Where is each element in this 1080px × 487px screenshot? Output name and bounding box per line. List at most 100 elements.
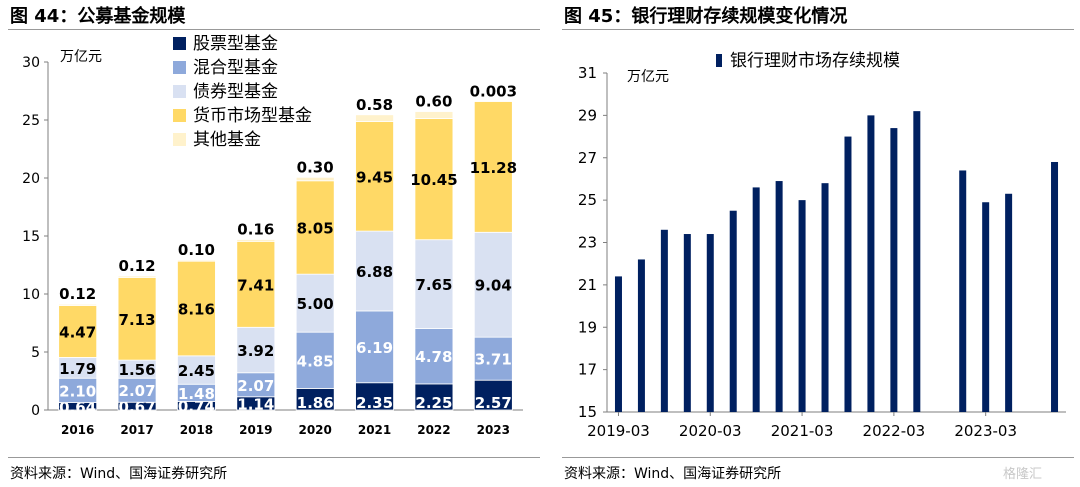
left-x-tick-label: 2021 <box>358 423 391 437</box>
bar-data-label: 0.58 <box>356 96 393 114</box>
stacked-bar-segment <box>117 277 157 361</box>
stacked-bar-segment <box>236 240 276 328</box>
bar-data-label: 3.92 <box>237 342 274 360</box>
bar-data-label: 9.45 <box>356 168 393 186</box>
stacked-bar-segment <box>117 275 157 278</box>
wealth-bar <box>1005 193 1013 412</box>
left-title-rule <box>8 29 540 30</box>
left-y-tick-label: 25 <box>22 113 40 129</box>
bar-data-label: 2.07 <box>237 377 274 395</box>
stacked-bar-segment <box>414 118 454 241</box>
wealth-bar <box>614 276 622 412</box>
left-x-tick-label: 2023 <box>477 423 510 437</box>
right-chart-title: 图 45：银行理财存续规模变化情况 <box>564 6 848 27</box>
right-x-tick-label: 2019-03 <box>587 422 650 440</box>
bar-data-label: 0.12 <box>59 285 96 303</box>
left-y-tick-label: 20 <box>22 171 40 187</box>
left-source-rule <box>8 457 540 458</box>
bar-data-label: 10.45 <box>410 171 457 189</box>
bar-data-label: 1.14 <box>237 395 274 413</box>
bar-data-label: 2.35 <box>356 394 393 412</box>
right-y-tick-label: 29 <box>578 106 597 124</box>
bar-data-label: 7.41 <box>237 276 274 294</box>
right-y-tick-label: 23 <box>578 234 597 252</box>
legend-label: 债券型基金 <box>193 82 278 102</box>
right-y-tick-label: 25 <box>578 191 597 209</box>
bar-data-label: 0.30 <box>297 158 334 176</box>
bar-data-label: 2.57 <box>475 394 512 412</box>
stacked-bar-segment <box>236 372 276 398</box>
stacked-bar-segment <box>414 328 454 385</box>
left-x-tick-label: 2018 <box>180 423 213 437</box>
stacked-bar-segment <box>295 273 335 333</box>
bar-data-label: 7.13 <box>119 311 156 329</box>
wealth-bar <box>890 128 898 412</box>
wealth-bar <box>821 183 829 412</box>
stacked-bar-segment <box>58 303 98 307</box>
right-title-rule <box>562 29 1074 30</box>
left-x-tick-label: 2019 <box>239 423 272 437</box>
wealth-bar <box>637 259 645 412</box>
stacked-bar-segment <box>177 355 216 385</box>
right-source-rule <box>562 457 1074 458</box>
left-y-tick-label: 5 <box>31 345 40 361</box>
legend-label: 其他基金 <box>193 130 261 150</box>
bar-data-label: 3.71 <box>475 351 512 369</box>
wealth-bar <box>959 170 967 412</box>
left-source-note: 资料来源：Wind、国海证券研究所 <box>10 466 228 482</box>
wealth-bar <box>867 115 875 412</box>
bar-data-label: 8.16 <box>178 301 215 319</box>
stacked-bar-segment <box>355 310 394 384</box>
bar-data-label: 2.45 <box>178 362 215 380</box>
wealth-bar <box>660 229 668 412</box>
bar-data-label: 0.10 <box>178 241 215 259</box>
bar-data-label: 4.85 <box>297 352 334 370</box>
stacked-bar-segment <box>295 331 335 389</box>
legend-swatch <box>173 61 186 74</box>
stacked-bar-segment <box>295 176 335 182</box>
bar-data-label: 8.05 <box>297 219 334 237</box>
stacked-bar-segment <box>414 111 454 119</box>
bar-data-label: 9.04 <box>475 277 512 295</box>
right-y-tick-label: 19 <box>578 318 597 336</box>
stacked-bar-segment <box>414 383 454 411</box>
right-y-tick-label: 17 <box>578 361 597 379</box>
bar-data-label: 11.28 <box>470 159 517 177</box>
stacked-bar-segment <box>473 231 513 338</box>
legend-swatch <box>173 133 186 146</box>
right-x-tick-label: 2022-03 <box>863 422 926 440</box>
right-y-tick-label: 31 <box>578 64 597 82</box>
wealth-bar <box>775 181 783 412</box>
bar-data-label: 2.07 <box>119 382 156 400</box>
wealth-bar <box>1051 161 1059 412</box>
left-x-tick-label: 2020 <box>298 423 331 437</box>
bar-data-label: 0.60 <box>415 93 452 111</box>
bar-data-label: 2.25 <box>415 394 452 412</box>
bar-data-label: 6.88 <box>356 263 393 281</box>
legend-swatch <box>716 54 722 67</box>
watermark-logo: 格隆汇 <box>1003 467 1043 482</box>
wealth-bar <box>798 200 806 412</box>
bar-data-label: 0.003 <box>470 82 517 100</box>
bar-data-label: 4.78 <box>415 348 452 366</box>
bar-data-label: 7.65 <box>415 276 452 294</box>
bar-data-label: 4.47 <box>59 324 96 342</box>
legend-label: 银行理财市场存续规模 <box>730 51 900 71</box>
left-y-tick-label: 10 <box>22 287 40 303</box>
wealth-bar <box>752 187 760 412</box>
stacked-bar-segment <box>58 377 98 403</box>
right-x-tick-label: 2020-03 <box>679 422 742 440</box>
wealth-bar <box>683 234 691 412</box>
wealth-bar <box>706 234 714 412</box>
stacked-bar-segment <box>355 382 394 411</box>
right-y-tick-label: 15 <box>578 403 597 421</box>
bar-data-label: 0.74 <box>178 398 215 416</box>
legend-swatch <box>173 37 186 50</box>
left-y-tick-label: 0 <box>31 403 40 419</box>
right-y-tick-label: 27 <box>578 149 597 167</box>
legend-swatch <box>173 109 186 122</box>
left-x-tick-label: 2016 <box>61 423 94 437</box>
bar-data-label: 6.19 <box>356 339 393 357</box>
stacked-bar-segment <box>355 121 394 232</box>
